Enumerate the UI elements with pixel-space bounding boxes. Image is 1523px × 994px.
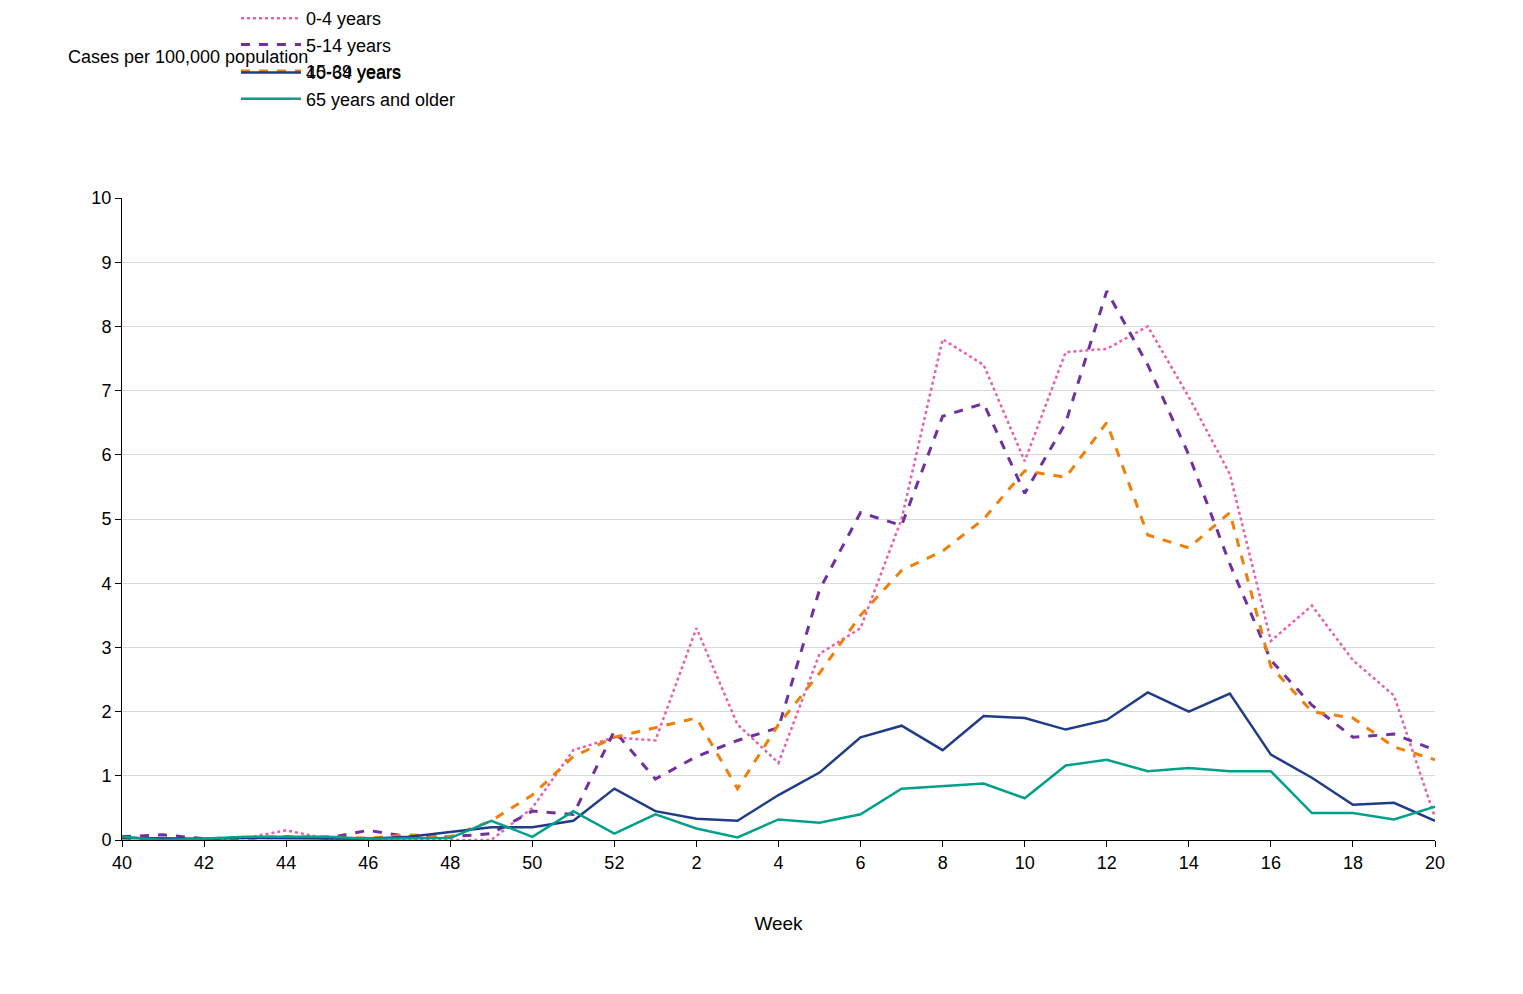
svg-text:7: 7 — [101, 381, 111, 401]
svg-text:46: 46 — [358, 853, 378, 873]
svg-text:16: 16 — [1261, 853, 1281, 873]
svg-text:5-14 years: 5-14 years — [306, 36, 391, 56]
svg-text:Week: Week — [754, 913, 803, 934]
svg-text:42: 42 — [194, 853, 214, 873]
svg-text:Cases per 100,000 population: Cases per 100,000 population — [68, 47, 308, 67]
svg-text:5: 5 — [101, 509, 111, 529]
svg-text:44: 44 — [276, 853, 296, 873]
svg-text:40: 40 — [112, 853, 132, 873]
svg-text:52: 52 — [604, 853, 624, 873]
svg-text:9: 9 — [101, 253, 111, 273]
svg-text:8: 8 — [938, 853, 948, 873]
svg-text:6: 6 — [101, 445, 111, 465]
svg-text:1: 1 — [101, 766, 111, 786]
svg-text:0-4 years: 0-4 years — [306, 9, 381, 29]
svg-text:18: 18 — [1343, 853, 1363, 873]
svg-text:8: 8 — [101, 317, 111, 337]
svg-text:50: 50 — [522, 853, 542, 873]
svg-text:3: 3 — [101, 638, 111, 658]
svg-text:14: 14 — [1179, 853, 1199, 873]
svg-text:10: 10 — [1015, 853, 1035, 873]
svg-text:2: 2 — [101, 702, 111, 722]
svg-text:4: 4 — [101, 574, 111, 594]
svg-text:12: 12 — [1097, 853, 1117, 873]
svg-text:4: 4 — [773, 853, 783, 873]
svg-text:48: 48 — [440, 853, 460, 873]
svg-text:20: 20 — [1425, 853, 1445, 873]
svg-text:40-64 years: 40-64 years — [306, 63, 401, 83]
svg-text:10: 10 — [91, 188, 111, 208]
svg-text:6: 6 — [856, 853, 866, 873]
svg-text:65 years and older: 65 years and older — [306, 90, 455, 110]
svg-text:2: 2 — [691, 853, 701, 873]
svg-text:0: 0 — [101, 830, 111, 850]
